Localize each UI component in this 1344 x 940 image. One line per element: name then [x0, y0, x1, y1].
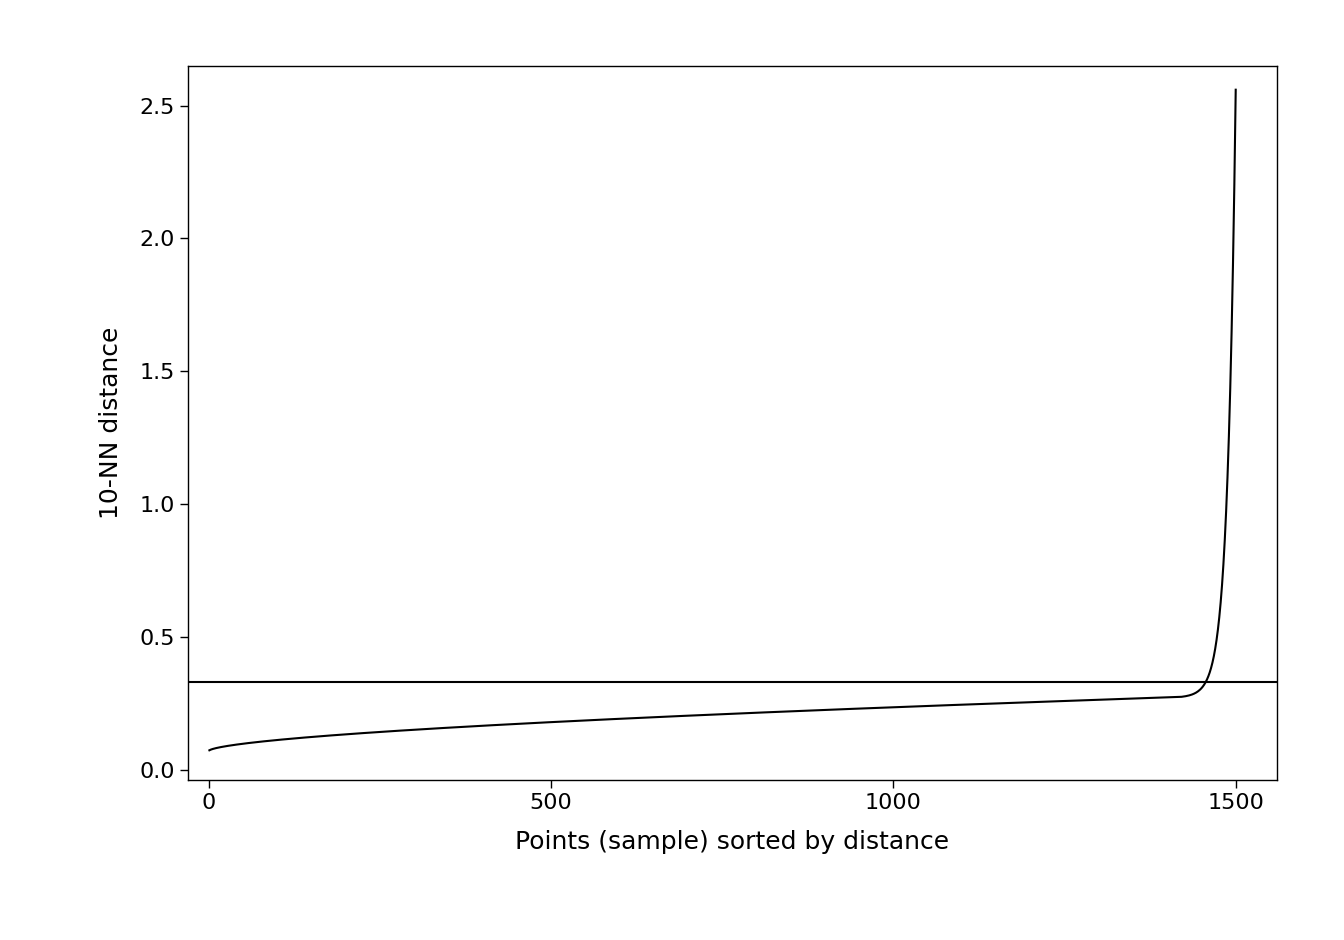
- X-axis label: Points (sample) sorted by distance: Points (sample) sorted by distance: [515, 830, 950, 854]
- Y-axis label: 10-NN distance: 10-NN distance: [99, 327, 122, 519]
